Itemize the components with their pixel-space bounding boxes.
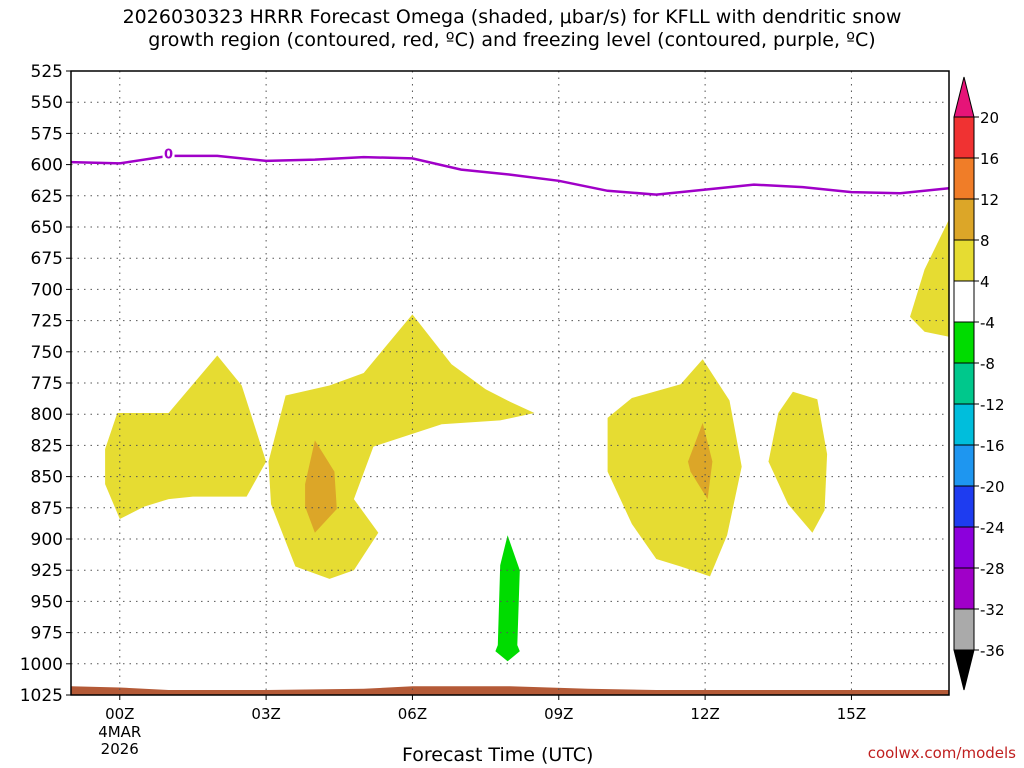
x-axis-title: Forecast Time (UTC) bbox=[402, 744, 594, 766]
y-tick-label-700: 700 bbox=[31, 280, 63, 300]
y-tick-label-600: 600 bbox=[31, 156, 63, 176]
colorbar-box-12 bbox=[953, 608, 975, 651]
plot-area: 0 bbox=[71, 71, 949, 695]
omega-region-7 bbox=[495, 535, 520, 662]
colorbar-label-9: -20 bbox=[980, 478, 1005, 496]
colorbar-bottom-arrow bbox=[953, 649, 975, 691]
y-tick-label-575: 575 bbox=[31, 124, 63, 144]
y-tick-label-800: 800 bbox=[31, 405, 63, 425]
chart-title-line-2: growth region (contoured, red, ºC) and f… bbox=[148, 29, 876, 51]
omega-region-0 bbox=[105, 355, 267, 519]
y-tick-label-675: 675 bbox=[31, 249, 63, 269]
freezing-level-label-bg bbox=[162, 146, 175, 161]
x-tick-label-09Z: 09Z bbox=[544, 705, 573, 723]
omega-region-1 bbox=[268, 314, 535, 579]
x-tick-label-06Z: 06Z bbox=[398, 705, 427, 723]
colorbar-box-2 bbox=[953, 198, 975, 241]
chart-title-line-1: 2026030323 HRRR Forecast Omega (shaded, … bbox=[122, 6, 902, 28]
colorbar-label-13: -36 bbox=[980, 642, 1005, 660]
omega-region-6 bbox=[688, 422, 713, 500]
y-tick-label-525: 525 bbox=[31, 62, 63, 82]
colorbar-label-11: -28 bbox=[980, 560, 1005, 578]
y-tick-label-550: 550 bbox=[31, 93, 63, 113]
colorbar-box-4 bbox=[953, 280, 975, 323]
y-tick-label-950: 950 bbox=[31, 592, 63, 612]
y-tick-label-1025: 1025 bbox=[20, 686, 63, 706]
y-tick-label-650: 650 bbox=[31, 218, 63, 238]
colorbar-label-2: 12 bbox=[980, 191, 999, 209]
omega-region-4 bbox=[910, 219, 949, 337]
y-tick-label-750: 750 bbox=[31, 343, 63, 363]
colorbar-box-11 bbox=[953, 567, 975, 610]
colorbar-label-5: -4 bbox=[980, 314, 995, 332]
colorbar-box-9 bbox=[953, 485, 975, 528]
freezing-level-line bbox=[71, 154, 949, 196]
x-tick-date-label: 4MAR bbox=[98, 723, 141, 741]
colorbar-box-5 bbox=[953, 321, 975, 364]
freezing-level-label: 0 bbox=[164, 148, 173, 163]
colorbar-box-10 bbox=[953, 526, 975, 569]
y-tick-label-625: 625 bbox=[31, 187, 63, 207]
x-tick-label-15Z: 15Z bbox=[837, 705, 866, 723]
y-tick-label-900: 900 bbox=[31, 530, 63, 550]
colorbar-box-1 bbox=[953, 157, 975, 200]
y-tick-label-875: 875 bbox=[31, 499, 63, 519]
y-tick-label-825: 825 bbox=[31, 436, 63, 456]
colorbar-label-0: 20 bbox=[980, 109, 999, 127]
chart-title: 2026030323 HRRR Forecast Omega (shaded, … bbox=[0, 6, 1024, 52]
colorbar-label-6: -8 bbox=[980, 355, 995, 373]
colorbar-label-4: 4 bbox=[980, 273, 990, 291]
y-tick-label-1000: 1000 bbox=[20, 655, 63, 675]
colorbar-box-6 bbox=[953, 362, 975, 405]
x-tick-label-03Z: 03Z bbox=[251, 705, 280, 723]
colorbar-box-7 bbox=[953, 403, 975, 446]
y-tick-label-975: 975 bbox=[31, 624, 63, 644]
colorbar-label-12: -32 bbox=[980, 601, 1005, 619]
colorbar-label-3: 8 bbox=[980, 232, 990, 250]
x-tick-label-00Z: 00Z bbox=[105, 705, 134, 723]
colorbar-box-0 bbox=[953, 116, 975, 159]
colorbar-label-8: -16 bbox=[980, 437, 1005, 455]
colorbar-top-arrow bbox=[953, 76, 975, 118]
y-tick-label-775: 775 bbox=[31, 374, 63, 394]
omega-region-3 bbox=[768, 391, 828, 533]
x-tick-label-12Z: 12Z bbox=[690, 705, 719, 723]
omega-region-2 bbox=[607, 359, 742, 577]
omega-region-8 bbox=[71, 686, 949, 695]
colorbar-box-8 bbox=[953, 444, 975, 487]
y-tick-label-725: 725 bbox=[31, 312, 63, 332]
y-tick-label-925: 925 bbox=[31, 561, 63, 581]
credit-text: coolwx.com/models bbox=[867, 744, 1016, 762]
y-tick-label-850: 850 bbox=[31, 468, 63, 488]
colorbar-label-1: 16 bbox=[980, 150, 999, 168]
omega-region-5 bbox=[305, 440, 337, 533]
x-tick-year-label: 2026 bbox=[101, 740, 139, 758]
colorbar-label-10: -24 bbox=[980, 519, 1005, 537]
colorbar-label-7: -12 bbox=[980, 396, 1005, 414]
colorbar-box-3 bbox=[953, 239, 975, 282]
